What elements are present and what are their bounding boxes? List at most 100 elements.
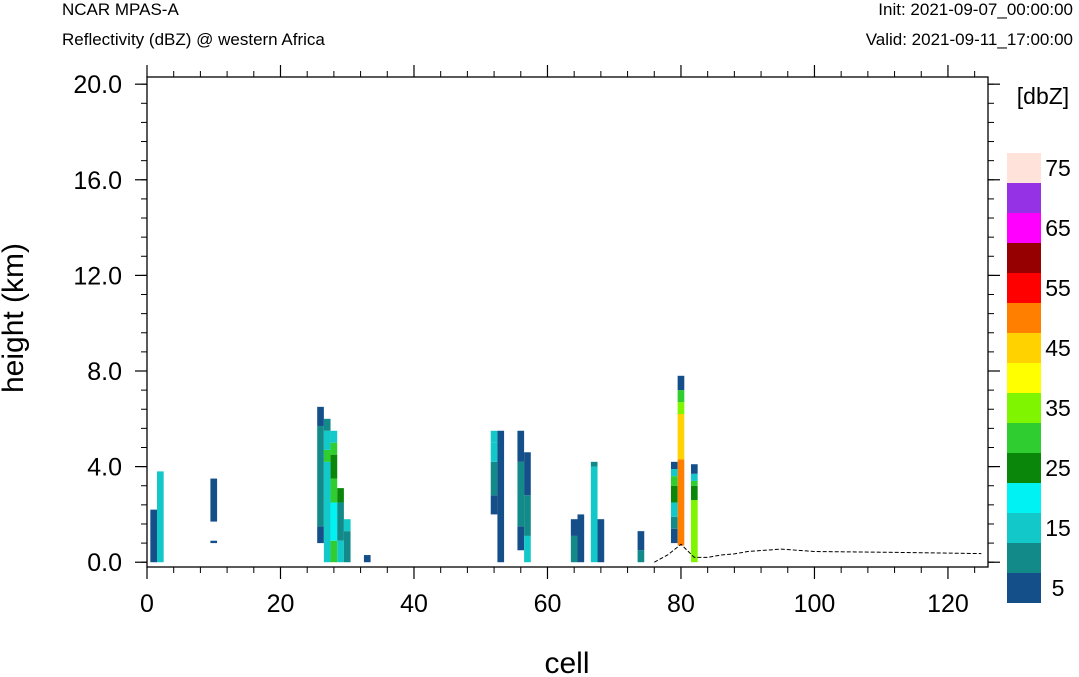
x-tick-labels: 0 20 40 60 80 100 120 [140, 590, 969, 618]
colorbar-label: 25 [1045, 455, 1071, 481]
plot-frame [146, 76, 989, 568]
colorbar-swatch [1007, 213, 1041, 243]
reflectivity-cell [590, 461, 598, 467]
reflectivity-cell [690, 485, 698, 501]
reflectivity-cell [330, 478, 338, 503]
reflectivity-cell [677, 402, 685, 415]
reflectivity-cell [637, 531, 645, 551]
colorbar-swatch [1007, 453, 1041, 483]
reflectivity-cell [330, 502, 338, 541]
colorbar-units: [dbZ] [1017, 83, 1069, 109]
colorbar-swatch [1007, 543, 1041, 573]
plot-axes [135, 65, 1000, 579]
valid-time: Valid: 2021-09-11_17:00:00 [865, 30, 1073, 49]
reflectivity-cell [690, 500, 698, 563]
reflectivity-cell [210, 540, 218, 544]
colorbar-label: 45 [1045, 335, 1071, 361]
reflectivity-cell [524, 495, 531, 536]
colorbar-label: 35 [1045, 395, 1071, 421]
chart-subtitle: Reflectivity (dBZ) @ western Africa [62, 30, 325, 49]
reflectivity-cell [490, 430, 498, 443]
colorbar-swatch [1007, 273, 1041, 303]
reflectivity-cell [524, 535, 531, 563]
reflectivity-cell [210, 478, 218, 522]
reflectivity-cell [330, 540, 338, 563]
reflectivity-cell [517, 461, 525, 527]
colorbar-swatch [1007, 303, 1041, 333]
reflectivity-cell [330, 430, 338, 443]
reflectivity-cell [517, 526, 525, 551]
x-tick-label: 40 [400, 590, 428, 618]
reflectivity-cell [157, 471, 164, 563]
reflectivity-cell [670, 469, 678, 477]
colorbar-label: 5 [1052, 575, 1065, 601]
reflectivity-cell [363, 555, 371, 563]
x-tick-label: 120 [927, 590, 969, 618]
y-tick-label: 12.0 [73, 262, 122, 290]
colorbar-swatch [1007, 393, 1041, 423]
reflectivity-cell [690, 464, 698, 474]
x-axis-title: cell [544, 647, 589, 677]
reflectivity-cell [677, 459, 685, 546]
reflectivity-cell [490, 442, 498, 462]
reflectivity-cells [150, 375, 698, 563]
terrain-outline [654, 543, 982, 563]
y-tick-labels: 0.0 4.0 8.0 12.0 16.0 20.0 [73, 71, 122, 577]
reflectivity-cell [330, 442, 338, 455]
reflectivity-cell [150, 509, 158, 563]
colorbar-label: 65 [1045, 215, 1071, 241]
colorbar-swatch [1007, 333, 1041, 363]
reflectivity-cell [497, 430, 505, 563]
reflectivity-cell [677, 414, 685, 460]
reflectivity-cell [490, 461, 498, 496]
reflectivity-cell [677, 375, 685, 391]
reflectivity-cell [670, 461, 678, 469]
colorbar-swatch [1007, 573, 1041, 603]
reflectivity-cell [317, 425, 324, 527]
reflectivity-cell [670, 485, 678, 503]
colorbar-swatch [1007, 243, 1041, 273]
colorbar-label: 55 [1045, 275, 1071, 301]
reflectivity-cell [670, 502, 678, 517]
colorbar-label: 75 [1045, 155, 1071, 181]
reflectivity-cell [317, 526, 324, 544]
terrain-line [654, 543, 982, 563]
reflectivity-cell [517, 430, 525, 462]
y-tick-label: 20.0 [73, 71, 122, 99]
reflectivity-cell [570, 535, 578, 563]
reflectivity-cell [337, 488, 344, 503]
reflectivity-cell [490, 495, 498, 515]
colorbar-swatch [1007, 423, 1041, 453]
x-tick-label: 60 [534, 590, 562, 618]
x-tick-label: 20 [267, 590, 295, 618]
reflectivity-cell [570, 519, 578, 536]
reflectivity-cell [323, 430, 331, 450]
colorbar-swatch [1007, 513, 1041, 543]
colorbar-label: 15 [1045, 515, 1071, 541]
colorbar: 5 15 25 35 45 55 65 75 [1007, 153, 1071, 603]
reflectivity-cell [323, 449, 331, 462]
reflectivity-cell [343, 531, 351, 563]
y-tick-label: 4.0 [87, 454, 122, 482]
init-time: Init: 2021-09-07_00:00:00 [878, 0, 1073, 19]
y-tick-label: 8.0 [87, 358, 122, 386]
model-title: NCAR MPAS-A [62, 0, 179, 19]
colorbar-swatch [1007, 363, 1041, 393]
reflectivity-cell [690, 473, 698, 481]
reflectivity-cell [323, 461, 331, 563]
reflectivity-cell [677, 390, 685, 403]
reflectivity-cell [670, 476, 678, 486]
reflectivity-cell [330, 454, 338, 479]
y-tick-label: 16.0 [73, 167, 122, 195]
reflectivity-cell [317, 406, 324, 426]
reflectivity-cell [524, 452, 531, 496]
reflectivity-cell [597, 519, 605, 563]
x-tick-label: 80 [667, 590, 695, 618]
x-tick-label: 0 [140, 590, 154, 618]
reflectivity-cell [337, 502, 344, 541]
colorbar-swatch [1007, 153, 1041, 183]
y-tick-label: 0.0 [87, 549, 122, 577]
reflectivity-cell [637, 550, 645, 563]
reflectivity-cell [577, 514, 585, 563]
